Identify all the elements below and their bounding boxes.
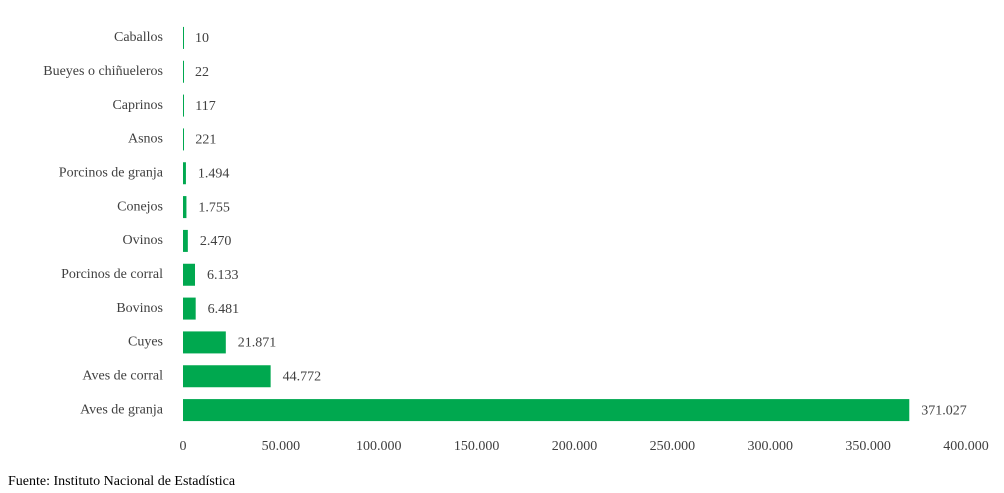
- value-label: 1.755: [198, 200, 230, 215]
- x-tick-label: 250.000: [650, 439, 696, 454]
- y-tick-label: Porcinos de corral: [61, 267, 163, 282]
- y-tick-label: Bueyes o chiñueleros: [43, 64, 163, 79]
- x-tick-label: 350.000: [845, 439, 891, 454]
- bar: [183, 297, 196, 320]
- y-tick-label: Caballos: [114, 30, 163, 45]
- value-label: 2.470: [200, 234, 232, 249]
- y-tick-label: Conejos: [117, 199, 163, 214]
- bar: [183, 365, 271, 388]
- y-tick-label: Aves de granja: [80, 402, 164, 417]
- bar: [183, 26, 184, 49]
- value-label: 117: [195, 99, 215, 114]
- value-label: 10: [195, 31, 209, 46]
- y-tick-label: Bovinos: [116, 301, 163, 316]
- value-label: 6.133: [207, 268, 239, 283]
- bar: [183, 229, 188, 252]
- x-tick-label: 300.000: [748, 439, 794, 454]
- bar: [183, 331, 226, 354]
- y-tick-label: Caprinos: [112, 98, 163, 113]
- x-tick-label: 150.000: [454, 439, 500, 454]
- bar: [183, 94, 184, 117]
- value-label: 44.772: [283, 369, 322, 384]
- y-tick-label: Asnos: [128, 132, 163, 147]
- value-label: 21.871: [238, 336, 277, 351]
- value-label: 221: [195, 133, 216, 148]
- x-tick-label: 0: [180, 439, 187, 454]
- y-tick-label: Cuyes: [128, 335, 163, 350]
- x-tick-label: 200.000: [552, 439, 598, 454]
- bar: [183, 263, 196, 286]
- x-tick-label: 50.000: [262, 439, 301, 454]
- value-label: 1.494: [198, 166, 230, 181]
- y-tick-label: Aves de corral: [82, 368, 163, 383]
- value-label: 22: [195, 65, 209, 80]
- value-label: 6.481: [208, 302, 240, 317]
- bar: [183, 60, 184, 83]
- bar: [183, 128, 184, 151]
- y-tick-label: Ovinos: [123, 233, 163, 248]
- value-label: 371.027: [921, 403, 967, 418]
- y-tick-label: Porcinos de granja: [59, 165, 164, 180]
- x-tick-label: 100.000: [356, 439, 402, 454]
- bar: [183, 162, 186, 185]
- source-note: Fuente: Instituto Nacional de Estadístic…: [8, 474, 236, 489]
- bar: [183, 196, 187, 219]
- bar: [183, 399, 910, 422]
- x-tick-label: 400.000: [943, 439, 989, 454]
